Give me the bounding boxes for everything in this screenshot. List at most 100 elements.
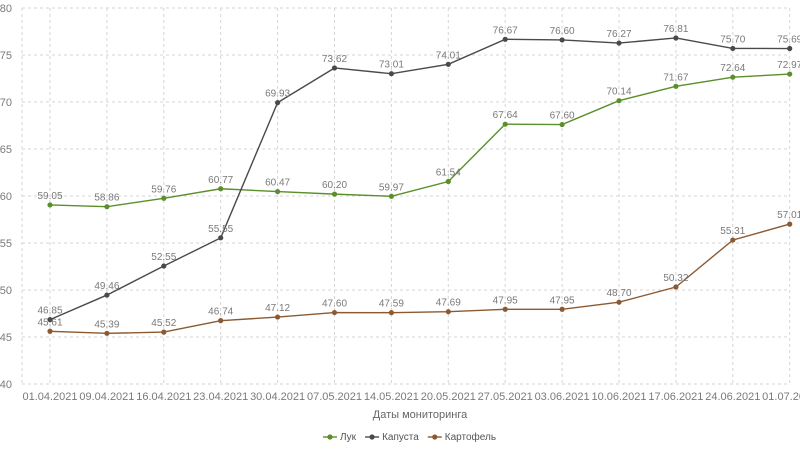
data-point bbox=[445, 61, 451, 67]
data-label: 50.32 bbox=[663, 273, 688, 284]
data-label: 74.01 bbox=[436, 50, 461, 61]
data-label: 60.77 bbox=[208, 175, 233, 186]
data-point bbox=[559, 121, 565, 128]
grid-layer bbox=[21, 7, 791, 385]
data-point bbox=[616, 299, 622, 305]
data-point bbox=[559, 306, 565, 312]
data-label: 75.69 bbox=[777, 35, 800, 46]
legend-marker bbox=[369, 434, 375, 440]
data-label: 47.12 bbox=[265, 303, 290, 314]
data-label: 46.74 bbox=[208, 307, 233, 318]
y-tick-label: 55 bbox=[0, 238, 12, 250]
data-point bbox=[47, 328, 53, 334]
data-point bbox=[673, 284, 679, 290]
series-3 bbox=[47, 221, 793, 336]
x-tick-label: 01.07.2021 bbox=[762, 391, 800, 403]
data-label: 45.39 bbox=[94, 319, 119, 330]
data-label: 73.01 bbox=[379, 60, 404, 71]
x-tick-label: 24.06.2021 bbox=[705, 391, 760, 403]
legend-item: Лук bbox=[323, 432, 357, 443]
data-point bbox=[445, 178, 451, 185]
data-point bbox=[218, 186, 224, 192]
x-tick-label: 17.06.2021 bbox=[648, 391, 703, 403]
x-tick-label: 01.04.2021 bbox=[22, 391, 77, 403]
series-2 bbox=[47, 35, 793, 323]
data-point bbox=[787, 45, 793, 52]
series-line bbox=[49, 37, 790, 321]
data-label: 47.95 bbox=[493, 295, 518, 306]
data-label: 73.62 bbox=[322, 54, 347, 65]
data-point bbox=[730, 237, 736, 243]
data-label: 55.55 bbox=[208, 224, 233, 235]
legend-item: Картофель bbox=[427, 431, 496, 443]
data-point bbox=[331, 191, 338, 197]
data-label: 48.70 bbox=[606, 288, 631, 299]
data-point bbox=[331, 65, 338, 71]
y-tick-label: 65 bbox=[0, 144, 12, 156]
x-tick-label: 20.05.2021 bbox=[421, 391, 476, 403]
data-label: 59.97 bbox=[379, 182, 404, 193]
data-point bbox=[104, 204, 110, 210]
data-label: 47.69 bbox=[436, 298, 461, 309]
data-label: 76.81 bbox=[663, 24, 688, 35]
data-point bbox=[161, 329, 167, 335]
data-point bbox=[388, 310, 394, 316]
data-label: 46.85 bbox=[37, 306, 62, 317]
data-labels: 59.05 58.86 59.76 60.77 60.47 60.20 59.97 61.54… bbox=[37, 24, 800, 330]
data-point bbox=[673, 83, 679, 89]
data-label: 59.76 bbox=[151, 184, 176, 195]
data-label: 57.01 bbox=[777, 210, 800, 221]
x-axis-title: Даты мониторинга bbox=[373, 409, 468, 421]
data-label: 60.20 bbox=[322, 180, 347, 191]
data-label: 61.54 bbox=[436, 168, 461, 179]
y-tick-label: 45 bbox=[0, 332, 12, 344]
x-tick-label: 03.06.2021 bbox=[535, 391, 590, 403]
x-tick-label: 09.04.2021 bbox=[79, 391, 134, 403]
legend-marker bbox=[432, 434, 438, 440]
legend: Лук Капуста Картофель bbox=[323, 431, 496, 443]
legend-item: Капуста bbox=[365, 432, 419, 443]
data-label: 75.70 bbox=[720, 34, 745, 45]
x-tick-label: 07.05.2021 bbox=[307, 391, 362, 403]
data-label: 76.67 bbox=[493, 25, 518, 36]
series-line bbox=[49, 223, 790, 335]
data-label: 59.05 bbox=[37, 191, 62, 202]
data-point bbox=[559, 37, 565, 43]
data-point bbox=[616, 98, 622, 104]
legend-marker bbox=[327, 434, 333, 440]
data-label: 58.86 bbox=[94, 193, 119, 204]
x-tick-label: 27.05.2021 bbox=[478, 391, 533, 403]
data-point bbox=[275, 314, 281, 320]
data-label: 67.64 bbox=[493, 110, 518, 121]
data-point bbox=[502, 121, 508, 127]
y-tick-label: 40 bbox=[0, 379, 12, 391]
x-axis: 01.04.2021 09.04.2021 16.04.2021 23.04.2021… bbox=[22, 391, 800, 403]
data-label: 70.14 bbox=[606, 87, 631, 98]
data-point bbox=[218, 235, 224, 241]
data-label: 69.93 bbox=[265, 89, 290, 100]
data-point bbox=[673, 35, 679, 41]
legend-label: Лук bbox=[340, 432, 357, 443]
data-point bbox=[388, 71, 394, 77]
x-tick-label: 23.04.2021 bbox=[193, 391, 248, 403]
data-point bbox=[161, 195, 167, 201]
data-point bbox=[104, 292, 110, 298]
y-tick-label: 75 bbox=[0, 50, 12, 62]
data-point bbox=[502, 306, 508, 312]
data-label: 47.95 bbox=[550, 295, 575, 306]
x-tick-label: 14.05.2021 bbox=[364, 391, 419, 403]
data-point bbox=[331, 309, 338, 316]
data-point bbox=[730, 74, 736, 80]
data-point bbox=[104, 330, 110, 336]
data-label: 55.31 bbox=[720, 226, 745, 237]
data-point bbox=[161, 263, 167, 269]
y-tick-label: 80 bbox=[0, 3, 12, 15]
data-point bbox=[787, 221, 793, 227]
data-label: 45.52 bbox=[151, 318, 176, 329]
y-tick-label: 70 bbox=[0, 97, 12, 109]
data-label: 45.61 bbox=[37, 317, 62, 328]
legend-label: Капуста bbox=[382, 432, 419, 443]
x-tick-label: 16.04.2021 bbox=[136, 391, 191, 403]
data-label: 47.59 bbox=[379, 299, 404, 310]
